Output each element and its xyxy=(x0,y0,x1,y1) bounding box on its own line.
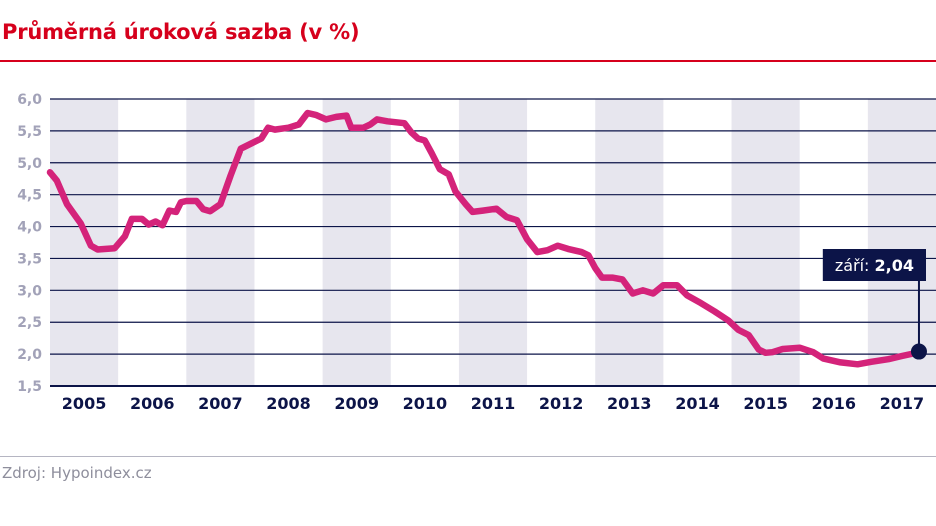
year-band-2013 xyxy=(595,99,664,386)
series-line-0 xyxy=(46,109,923,368)
x-tick-label: 2011 xyxy=(471,394,516,413)
y-axis-tick-labels: 1,5 2,0 2,5 3,0 3,5 4,0 4,5 5,0 5,5 6,0 xyxy=(17,92,42,395)
x-axis-tick-labels: 2005 2006 2007 2008 2009 2010 2011 2012 2013 2014… xyxy=(62,394,924,413)
x-tick-label: 2015 xyxy=(743,394,788,413)
x-tick-label: 2012 xyxy=(539,394,584,413)
title-divider xyxy=(0,60,936,62)
x-tick-label: 2007 xyxy=(198,394,243,413)
year-band-2015 xyxy=(731,99,800,386)
x-tick-label: 2013 xyxy=(607,394,652,413)
annotation-marker xyxy=(910,343,927,360)
x-tick-label: 2014 xyxy=(675,394,720,413)
x-tick-label: 2005 xyxy=(62,394,107,413)
year-band-2011 xyxy=(458,99,528,386)
line-chart: 1,52,02,53,03,54,04,55,05,56,0 2005 2006 2… xyxy=(17,92,936,413)
year-band-2005 xyxy=(50,99,119,386)
y-tick-label: 2,5 xyxy=(17,315,42,331)
x-tick-label: 2008 xyxy=(266,394,311,413)
x-tick-label: 2009 xyxy=(334,394,379,413)
y-tick-label: 5,0 xyxy=(17,156,42,172)
x-tick-label: 2006 xyxy=(130,394,175,413)
y-tick-label: 6,0 xyxy=(17,92,42,108)
annotation-period: září: xyxy=(835,256,875,275)
x-tick-label: 2010 xyxy=(403,394,448,413)
year-shading-bands xyxy=(50,99,936,386)
gridlines xyxy=(50,98,936,387)
year-band-2007 xyxy=(186,99,255,386)
y-tick-label: 1,5 xyxy=(17,379,42,395)
y-tick-label: 3,5 xyxy=(17,251,42,267)
annotation-value: 2,04 xyxy=(875,256,914,275)
y-tick-label: 3,0 xyxy=(17,283,42,299)
y-tick-label: 4,0 xyxy=(17,220,42,236)
annotation-box xyxy=(822,249,926,281)
y-tick-label: 2,0 xyxy=(17,347,42,363)
year-band-2009 xyxy=(322,99,391,386)
series-layer xyxy=(46,109,923,368)
source-divider xyxy=(0,456,936,457)
y-tick-label: 5,5 xyxy=(17,124,42,140)
annotation-label: září: 2,04 xyxy=(835,256,914,275)
source-note: Zdroj: Hypoindex.cz xyxy=(2,464,152,482)
year-band-2017 xyxy=(867,99,936,386)
x-tick-label: 2016 xyxy=(812,394,857,413)
y-tick-label: 4,5 xyxy=(17,188,42,204)
chart-title: Průměrná úroková sazba (v %) xyxy=(2,20,360,44)
x-tick-label: 2017 xyxy=(880,394,925,413)
annotation-layer: září: 2,04 xyxy=(822,249,927,360)
